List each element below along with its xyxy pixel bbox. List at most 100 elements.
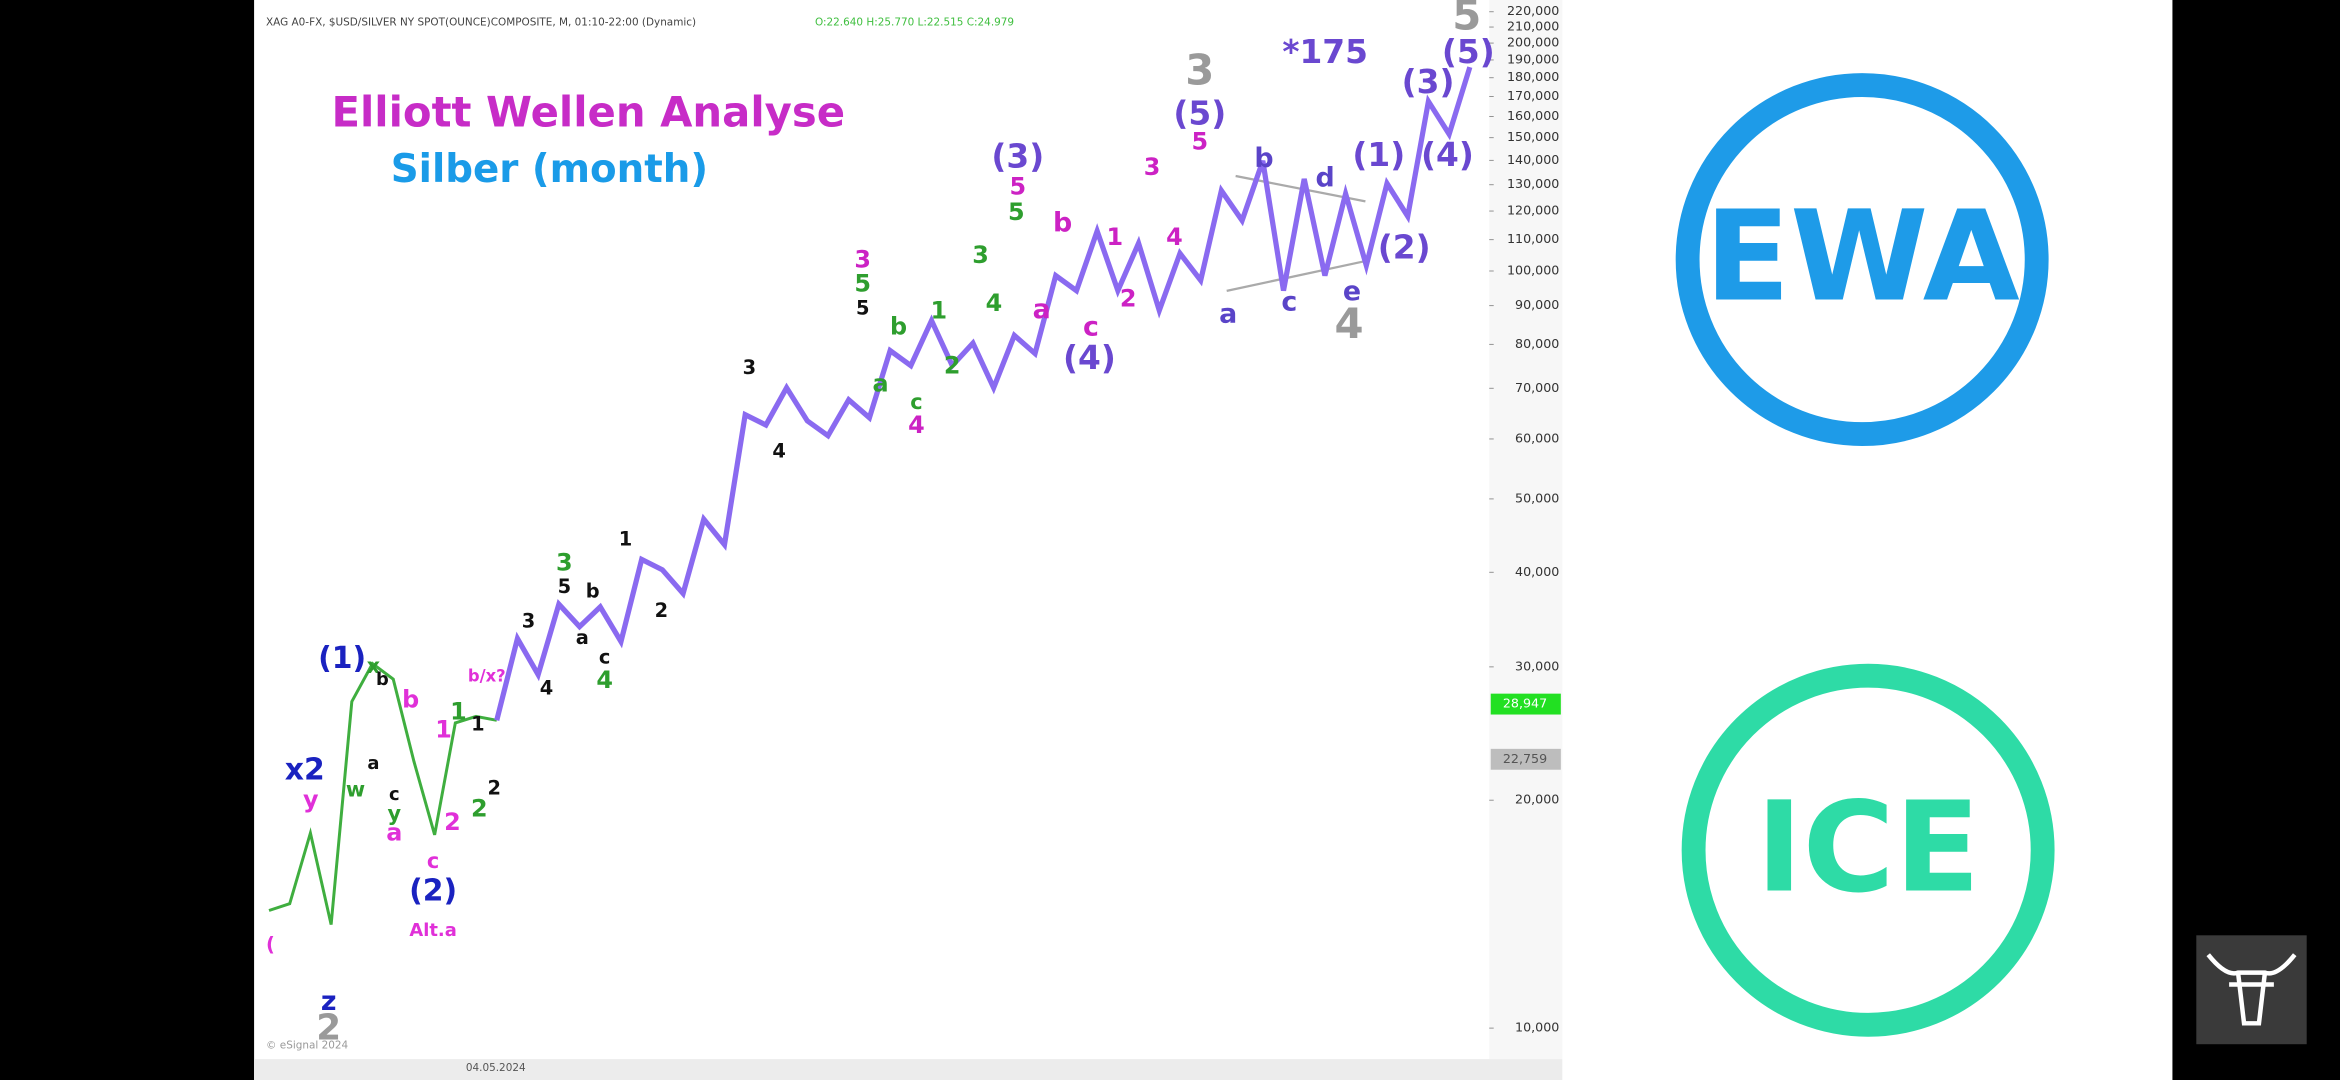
- wave-label: x2: [285, 753, 325, 788]
- series-line: [494, 66, 1473, 721]
- price-tag: [1490, 748, 1561, 770]
- wave-label: 1: [930, 296, 947, 324]
- wave-label: x: [367, 654, 381, 678]
- wave-label: *175: [1282, 33, 1368, 71]
- chart-title: Elliott Wellen Analyse: [331, 87, 845, 136]
- y-tick-label: 190,000: [1507, 51, 1559, 66]
- time-axis-strip: [254, 1059, 1563, 1080]
- wave-label: 4: [540, 677, 553, 700]
- price-tag-label: 28,947: [1503, 696, 1547, 711]
- y-tick-label: 150,000: [1507, 129, 1559, 144]
- bull-icon: [2196, 935, 2307, 1045]
- y-tick-label: 80,000: [1515, 336, 1559, 351]
- y-tick-label: 120,000: [1507, 203, 1559, 218]
- wave-label: b: [1053, 207, 1072, 238]
- wave-label: Alt.a: [409, 920, 456, 941]
- y-tick-label: 140,000: [1507, 152, 1559, 167]
- y-tick-label: 130,000: [1507, 176, 1559, 191]
- wave-label: 1: [450, 698, 467, 726]
- wave-label: c: [599, 645, 611, 668]
- y-tick-label: 60,000: [1515, 430, 1559, 445]
- wave-label: (5): [1173, 94, 1226, 132]
- wave-label: z: [321, 986, 337, 1017]
- wave-label: (2): [409, 874, 457, 909]
- wave-label: 5: [558, 575, 571, 598]
- wave-label: c: [1281, 286, 1297, 317]
- logo-text: EWA: [1705, 184, 2020, 330]
- wave-label: 4: [986, 289, 1003, 317]
- wave-label: (4): [1421, 136, 1474, 174]
- wave-label: 2: [471, 795, 488, 823]
- wave-label: c: [389, 784, 400, 805]
- wave-label: c: [910, 390, 922, 414]
- wave-label: 4: [908, 411, 925, 439]
- wave-label: (1): [318, 641, 366, 676]
- wave-label: a: [367, 753, 379, 774]
- wave-label: 5: [856, 296, 869, 319]
- wave-label: (3): [991, 138, 1044, 176]
- wave-label: 1: [619, 528, 632, 551]
- y-tick-label: 160,000: [1507, 108, 1559, 123]
- wave-label: b/x?: [468, 667, 506, 686]
- copyright: © eSignal 2024: [266, 1040, 348, 1052]
- icon-glyph: [2206, 953, 2297, 1026]
- logo-text: ICE: [1756, 774, 1980, 920]
- y-tick-label: 20,000: [1515, 792, 1559, 807]
- wave-label: 3: [556, 548, 573, 576]
- wave-label: a: [1033, 294, 1051, 325]
- wave-label: 2: [444, 808, 461, 836]
- wave-label: b: [376, 669, 389, 690]
- wave-label: 5: [1192, 128, 1209, 156]
- wave-label: a: [873, 369, 889, 397]
- logo-ring: [1675, 73, 2049, 447]
- chart-subtitle: Silber (month): [391, 147, 708, 192]
- wave-label: 3: [1185, 46, 1214, 95]
- wave-label: b: [890, 313, 907, 341]
- wave-label: (: [266, 933, 275, 956]
- y-tick-label: 220,000: [1507, 3, 1559, 18]
- wave-label: 2: [944, 351, 961, 379]
- price-axis: [1489, 0, 1563, 1060]
- wave-label: (2): [1378, 229, 1431, 267]
- wave-label: b: [402, 686, 419, 714]
- wave-label: 1: [435, 715, 452, 743]
- wave-label: (3): [1402, 63, 1455, 101]
- ohlc: O:22.640 H:25.770 L:22.515 C:24.979: [815, 16, 1014, 28]
- wave-label: 1: [471, 712, 484, 735]
- wave-label: a: [1219, 298, 1237, 329]
- y-tick-label: 170,000: [1507, 88, 1559, 103]
- y-tick-label: 10,000: [1515, 1020, 1559, 1035]
- wave-label: 5: [1008, 198, 1025, 226]
- y-tick-label: 110,000: [1507, 231, 1559, 246]
- wave-label: y: [303, 786, 319, 814]
- wave-label: 3: [522, 610, 535, 633]
- wave-label: c: [427, 849, 439, 873]
- wave-label: 4: [772, 439, 785, 462]
- y-tick-label: 30,000: [1515, 658, 1559, 673]
- wave-label: b: [586, 580, 600, 603]
- wave-label: w: [346, 778, 365, 802]
- wave-label: 1: [1107, 223, 1124, 251]
- y-tick-label: 200,000: [1507, 35, 1559, 50]
- wave-label: c: [1083, 312, 1099, 343]
- wave-label: (5): [1442, 33, 1495, 71]
- y-tick-label: 100,000: [1507, 262, 1559, 277]
- y-tick-label: 180,000: [1507, 69, 1559, 84]
- wave-label: 5: [854, 269, 871, 297]
- wave-label: 3: [1144, 153, 1161, 181]
- wave-label: y: [388, 801, 402, 825]
- wave-label: 2: [316, 1007, 341, 1048]
- wave-label: 5: [1452, 0, 1481, 39]
- wave-label: 2: [655, 599, 668, 622]
- x-axis-label: 04.05.2024: [466, 1062, 526, 1074]
- wave-label: d: [1316, 163, 1335, 194]
- wave-label: (4): [1063, 339, 1116, 377]
- y-tick-label: 210,000: [1507, 19, 1559, 34]
- y-tick-label: 40,000: [1515, 564, 1559, 579]
- y-tick-label: 70,000: [1515, 380, 1559, 395]
- chart-header: XAG A0-FX, $USD/SILVER NY SPOT(OUNCE)COM…: [266, 16, 696, 28]
- wave-label: 3: [854, 246, 871, 274]
- wave-label: 2: [488, 777, 501, 800]
- series-line: [268, 661, 498, 925]
